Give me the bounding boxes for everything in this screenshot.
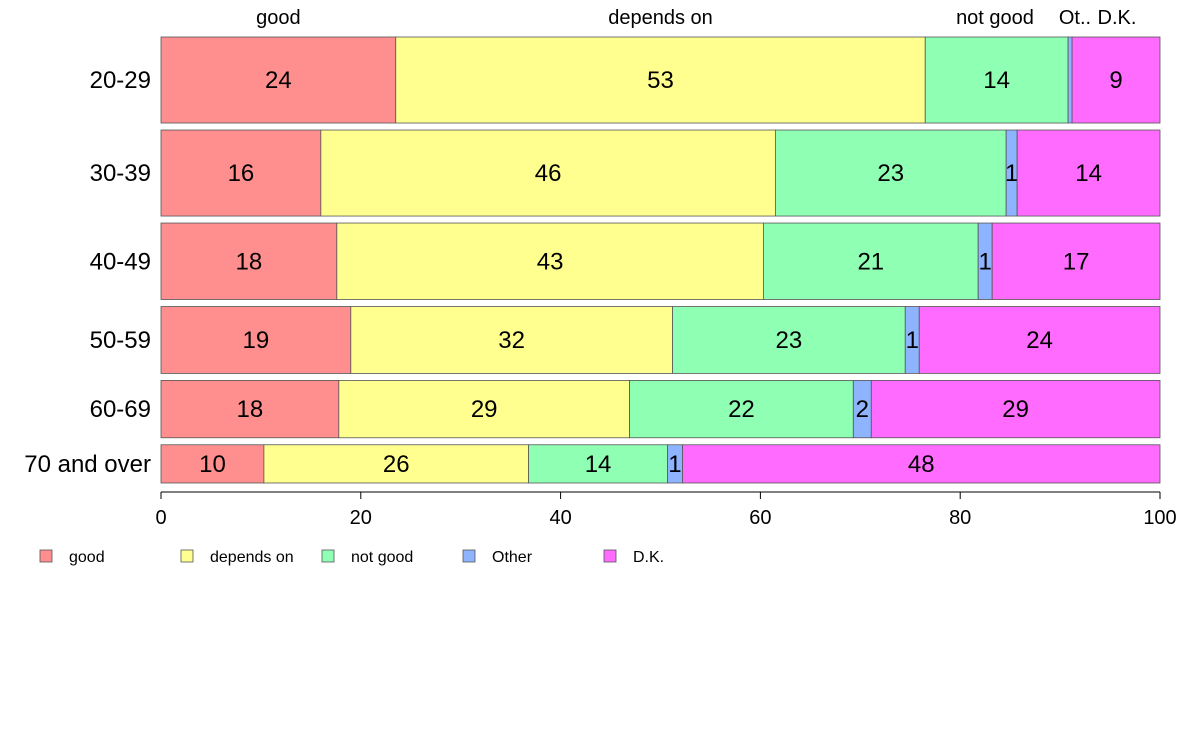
bar-segment-good-2 [160, 129, 322, 217]
top-label: Ot.. [1059, 7, 1091, 29]
top-label: good [256, 7, 301, 29]
bar-value-label: 29 [1002, 396, 1029, 423]
bar-segment-depends-on-6 [263, 444, 530, 484]
bar-segment-depends-on-4 [350, 306, 673, 374]
bar-segment-good-3 [160, 222, 338, 300]
bar-segment-d-k--3 [991, 222, 1161, 300]
row-label: 20-29 [90, 67, 151, 94]
bar-value-label: 29 [471, 396, 498, 423]
legend: good depends on not good Other D.K. [39, 549, 664, 566]
bar-segment-good-6 [160, 444, 265, 484]
bar-segment-d-k--5 [870, 380, 1161, 439]
x-axis: 0 20 40 60 80 100 [155, 491, 1177, 529]
bar-segment-d-k--1 [1071, 36, 1161, 124]
bar-segment-good-5 [160, 380, 340, 439]
bar-value-label: 1 [906, 327, 919, 354]
top-label: depends on [608, 7, 713, 29]
x-tick-label: 80 [949, 507, 971, 529]
legend-label: good [69, 549, 105, 566]
bar-value-label: 19 [243, 327, 270, 354]
row-label: 30-39 [90, 160, 151, 187]
row-label: 40-49 [90, 248, 151, 275]
x-tick-label: 100 [1143, 507, 1176, 529]
bar-value-label: 1 [978, 248, 991, 275]
bar-segment-other-1 [1067, 36, 1073, 124]
bar-value-label: 14 [585, 451, 612, 478]
bar-value-label: 26 [383, 451, 410, 478]
row-label: 70 and over [24, 451, 151, 478]
bar-value-label: 23 [877, 160, 904, 187]
legend-swatch [39, 549, 53, 563]
legend-label: depends on [210, 549, 294, 566]
bar-value-label: 16 [228, 160, 255, 187]
legend-swatch [462, 549, 476, 563]
bar-segment-d-k--4 [918, 306, 1161, 374]
top-label: D.K. [1098, 7, 1137, 29]
bar-value-label: 24 [1026, 327, 1053, 354]
bar-value-label: 14 [983, 67, 1010, 94]
bar-segment-not-good-1 [924, 36, 1069, 124]
x-tick-label: 40 [549, 507, 571, 529]
legend-swatch [603, 549, 617, 563]
row-label: 60-69 [90, 396, 151, 423]
bar-value-label: 24 [265, 67, 292, 94]
bar-value-label: 10 [199, 451, 226, 478]
bar-value-label: 46 [535, 160, 562, 187]
row-labels: 20-29 30-39 40-49 50-59 60-69 70 and over [24, 67, 151, 478]
x-tick-label: 0 [155, 507, 166, 529]
top-category-labels: good depends on not good Ot.. D.K. [256, 7, 1136, 29]
row-label: 50-59 [90, 327, 151, 354]
bar-value-label: 1 [1005, 160, 1018, 187]
bar-value-label: 23 [776, 327, 803, 354]
bar-segment-good-1 [160, 36, 397, 124]
bar-value-label: 18 [237, 396, 264, 423]
bar-value-label: 18 [236, 248, 263, 275]
legend-label: not good [351, 549, 413, 566]
legend-swatch [321, 549, 335, 563]
bar-value-label: 22 [728, 396, 755, 423]
bar-segment-not-good-2 [774, 129, 1007, 217]
bar-value-label: 43 [537, 248, 564, 275]
bar-segment-d-k--6 [682, 444, 1161, 484]
legend-label: Other [492, 549, 533, 566]
bar-value-label: 9 [1109, 67, 1122, 94]
bar-segment-not-good-3 [762, 222, 979, 300]
x-tick-label: 60 [749, 507, 771, 529]
bar-value-label: 48 [908, 451, 935, 478]
bar-segment-depends-on-3 [336, 222, 764, 300]
bar-value-label: 1 [668, 451, 681, 478]
bar-segment-not-good-5 [629, 380, 854, 439]
bar-value-label: 32 [498, 327, 525, 354]
bar-segment-d-k--2 [1016, 129, 1161, 217]
bar-segment-depends-on-2 [320, 129, 776, 217]
bar-segment-not-good-4 [672, 306, 906, 374]
legend-swatch [180, 549, 194, 563]
bar-segment-depends-on-5 [338, 380, 630, 439]
bar-value-label: 53 [647, 67, 674, 94]
top-label: not good [956, 7, 1034, 29]
legend-label: D.K. [633, 549, 664, 566]
bar-value-label: 2 [856, 396, 869, 423]
bar-value-label: 17 [1063, 248, 1090, 275]
bar-value-label: 14 [1075, 160, 1102, 187]
bar-value-label: 21 [857, 248, 884, 275]
bar-segment-depends-on-1 [395, 36, 926, 124]
x-tick-label: 20 [350, 507, 372, 529]
